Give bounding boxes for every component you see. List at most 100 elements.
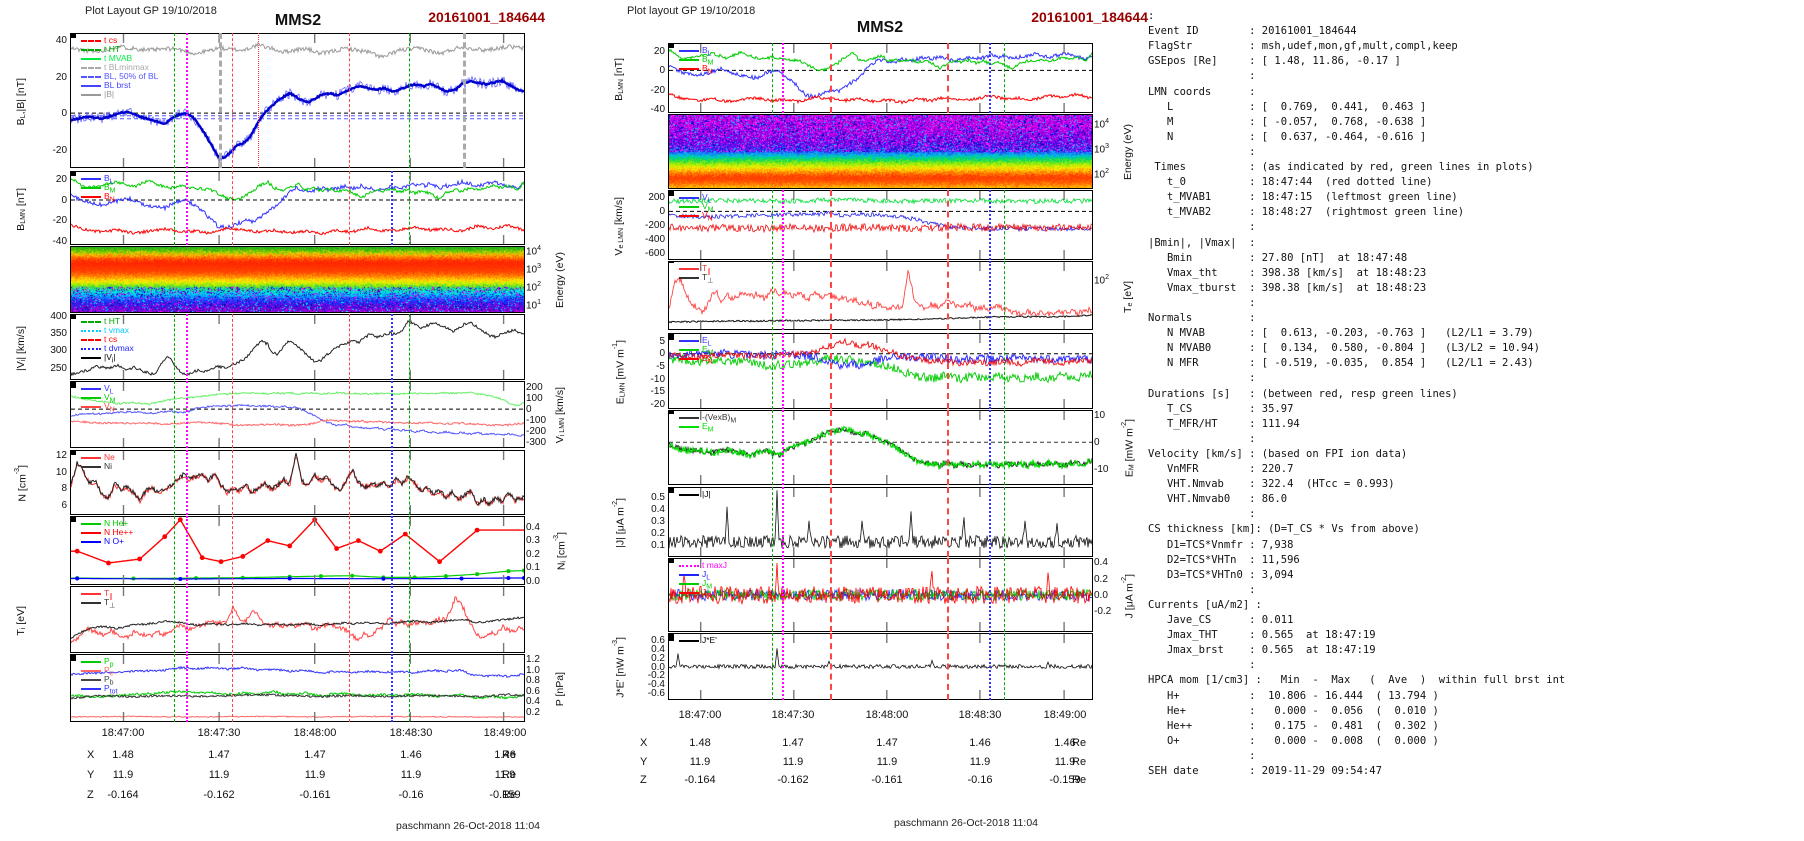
y-tick-label: -40 (650, 104, 665, 115)
left-credit: paschmann 26-Oct-2018 11:04 (396, 820, 540, 832)
event-line (409, 314, 410, 380)
info-line: H+ : 10.806 - 16.444 ( 13.794 ) (1148, 689, 1439, 702)
y-tick-label: 104 (1094, 118, 1110, 131)
info-line: Times : (as indicated by red, green line… (1148, 161, 1534, 173)
legend-swatch (81, 39, 101, 42)
spectrogram-canvas (669, 115, 1092, 188)
plot-svg (669, 411, 1092, 484)
y-tick-mark (669, 192, 674, 193)
middle-spacecraft-title: MMS2 (856, 19, 904, 36)
y-tick-label: -600 (644, 248, 665, 259)
legend-entry: t HT (81, 317, 134, 326)
plot-middle-jmag: 0.5 0.4 0.3 0.2 0.1 |J| [μA m-2] |J| (612, 487, 1093, 557)
legend-label: VL (702, 192, 712, 205)
legend: BL BM BN (81, 173, 116, 204)
plot-svg (71, 517, 524, 584)
y-tick-label: 0.0 (651, 662, 665, 673)
y-tick-label: -400 (644, 234, 665, 245)
marker-NHepp (265, 538, 271, 543)
y-tick-label: 102 (1094, 274, 1110, 287)
event-line (947, 487, 949, 557)
info-line: SEH date : 2019-11-29 09:54:47 (1148, 765, 1382, 777)
info-line: |Bmin|, |Vmax| : (1148, 236, 1256, 249)
info-line: Vmax_tht : 398.38 [km/s] at 18:48:23 (1148, 266, 1427, 279)
event-line (989, 43, 991, 113)
event-line (186, 381, 188, 448)
y-tick-label: -100 (526, 415, 547, 426)
legend-label: t BLminmax (104, 62, 149, 72)
event-line (232, 586, 233, 653)
y-tick-label: -5 (656, 361, 665, 372)
event-line (391, 516, 393, 585)
pos-value: 1.47 (876, 737, 898, 749)
y-axis-label: BLMN [nT] (14, 187, 28, 231)
event-line (174, 314, 175, 380)
event-line (989, 190, 991, 260)
event-line (174, 654, 175, 722)
info-line: t_MVAB1 : 18:47:15 (leftmost green line) (1148, 191, 1458, 204)
event-line (186, 33, 188, 168)
x-tick-label: 18:47:00 (678, 709, 722, 721)
legend-swatch (679, 58, 699, 61)
legend-label: EM (702, 344, 714, 357)
legend-label: BN (702, 63, 713, 76)
plot-left-ion-spectrogram: 104 103 102 101 Energy (eV) (70, 245, 566, 313)
plot-svg (669, 559, 1092, 631)
info-line: N MFR : [ -0.519, -0.035, 0.854 ] (L2/L1… (1148, 357, 1534, 370)
event-line (830, 487, 832, 557)
y-tick-label: -200 (644, 220, 665, 231)
y-tick-mark (669, 195, 674, 196)
legend-label: BL (104, 173, 114, 186)
marker-NOp (75, 576, 80, 581)
plot-svg (71, 451, 524, 514)
event-line (349, 171, 350, 245)
pos-unit: Re (1072, 737, 1087, 749)
legend-label: JN (702, 587, 712, 600)
x-tick-label: 18:49:00 (1043, 709, 1087, 721)
x-tick-label: 18:48:30 (389, 727, 433, 739)
legend-entry: BL (679, 46, 714, 58)
info-line: Vmax_tburst : 398.38 [km/s] at 18:48:23 (1148, 281, 1427, 294)
pos-value: 11.9 (876, 756, 898, 768)
pos-value: 11.9 (782, 756, 804, 768)
legend-swatch (81, 93, 101, 96)
pos-value: -0.162 (203, 789, 235, 801)
event-line (772, 190, 773, 260)
legend: Ne Ni (81, 453, 115, 471)
y-tick-mark (669, 490, 674, 491)
event-line (830, 43, 832, 113)
legend-swatch (81, 522, 101, 525)
middle-event-id: 20161001_184644 (1031, 9, 1148, 25)
series-Tpar (71, 596, 524, 644)
legend-entry: BN (81, 192, 116, 204)
event-line (947, 333, 949, 409)
pos-value: 11.9 (689, 756, 711, 768)
plot-svg (669, 488, 1092, 556)
legend-label: N He+ (104, 518, 129, 528)
legend-label: BL brst (104, 80, 131, 90)
event-line (174, 381, 175, 448)
legend: T∥ T⊥ (81, 589, 115, 610)
pos-value: 11.9 (494, 769, 516, 781)
marker-NHepp (240, 554, 246, 559)
legend-label: VM (104, 392, 116, 405)
info-line: Durations [s] : (between red, resp green… (1148, 387, 1458, 400)
legend-label: |J| (702, 489, 711, 499)
legend-swatch (81, 57, 101, 60)
event-line (1004, 487, 1005, 557)
y-tick-mark (71, 517, 76, 518)
legend-entry: N O+ (81, 537, 133, 546)
info-line: T_CS : 35.97 (1148, 402, 1294, 415)
legend-label: Ptot (104, 683, 118, 696)
series-BM (669, 48, 1092, 72)
y-tick-label: 104 (526, 245, 542, 258)
legend: T∥ T⊥ (679, 264, 713, 285)
legend-swatch (679, 196, 699, 199)
pos-value: 11.9 (400, 769, 422, 781)
y-tick-label: 103 (526, 263, 542, 276)
event-line (232, 314, 233, 380)
legend-label: VL (104, 383, 114, 396)
pos-unit: Re (502, 789, 517, 801)
legend-swatch (81, 540, 101, 543)
event-line (772, 261, 773, 330)
